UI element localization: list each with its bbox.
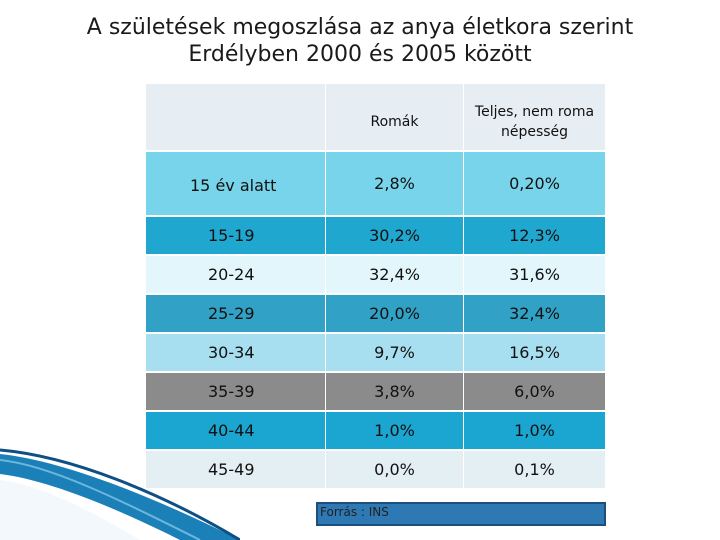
slide-title: A születések megoszlása az anya életkora…: [40, 14, 680, 68]
header-corner: [146, 84, 326, 152]
row-label: [146, 152, 326, 217]
row-label: 40-44: [146, 412, 326, 451]
header-nonroma: Teljes, nem roma népesség: [464, 84, 606, 152]
decorative-swoosh: [0, 448, 240, 540]
cell-nonroma: 0,1%: [464, 451, 606, 490]
cell-roma: 30,2%: [326, 217, 464, 256]
cell-roma: 32,4%: [326, 256, 464, 295]
cell-nonroma: 0,20%: [464, 152, 606, 217]
row-label: 25-29: [146, 295, 326, 334]
row-label: 30-34: [146, 334, 326, 373]
cell-nonroma: 31,6%: [464, 256, 606, 295]
cell-roma: 20,0%: [326, 295, 464, 334]
birth-distribution-table: Romák Teljes, nem roma népesség 2,8% 0,2…: [146, 84, 606, 490]
cell-nonroma: 6,0%: [464, 373, 606, 412]
source-box: Forrás : INS: [316, 502, 606, 526]
cell-roma: 3,8%: [326, 373, 464, 412]
cell-nonroma: 12,3%: [464, 217, 606, 256]
title-line-1: A születések megoszlása az anya életkora…: [86, 15, 634, 40]
row-label: 45-49: [146, 451, 326, 490]
row-label: 15-19: [146, 217, 326, 256]
cell-roma: 2,8%: [326, 152, 464, 217]
row-label: 35-39: [146, 373, 326, 412]
row-label: 20-24: [146, 256, 326, 295]
cell-nonroma: 1,0%: [464, 412, 606, 451]
header-roma: Romák: [326, 84, 464, 152]
cell-roma: 1,0%: [326, 412, 464, 451]
cell-roma: 0,0%: [326, 451, 464, 490]
source-note: Forrás : INS: [320, 505, 389, 519]
cell-roma: 9,7%: [326, 334, 464, 373]
cell-nonroma: 16,5%: [464, 334, 606, 373]
cell-nonroma: 32,4%: [464, 295, 606, 334]
row-label-under-15: 15 év alatt: [190, 176, 277, 195]
title-line-2: Erdélyben 2000 és 2005 között: [188, 42, 532, 67]
